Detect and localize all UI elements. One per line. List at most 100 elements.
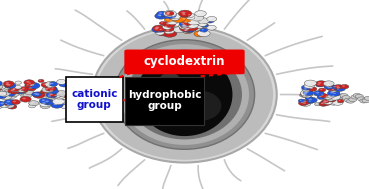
Circle shape [327,94,335,98]
Circle shape [180,16,192,22]
Circle shape [327,90,340,96]
Circle shape [316,92,319,94]
Circle shape [200,28,208,32]
Circle shape [19,88,28,93]
Circle shape [160,32,163,34]
Circle shape [364,96,369,100]
Circle shape [46,82,56,87]
Circle shape [300,93,308,97]
Circle shape [18,90,21,92]
Circle shape [7,104,17,109]
Circle shape [51,83,54,84]
Circle shape [165,27,168,29]
Circle shape [10,105,12,107]
Circle shape [318,88,326,92]
Circle shape [339,100,341,101]
Circle shape [330,88,338,92]
Circle shape [14,87,23,91]
Circle shape [207,16,217,22]
Circle shape [200,32,204,33]
Circle shape [328,84,330,85]
Ellipse shape [111,40,258,149]
Circle shape [349,98,357,102]
Circle shape [172,16,186,22]
Circle shape [181,24,188,28]
Circle shape [12,89,21,93]
Circle shape [51,102,63,108]
Circle shape [303,101,306,102]
Circle shape [51,94,53,95]
Circle shape [0,101,4,107]
Circle shape [182,20,193,26]
Circle shape [60,103,72,109]
Circle shape [4,102,10,105]
Circle shape [314,91,324,96]
Bar [66,77,123,122]
Ellipse shape [127,50,242,139]
Circle shape [331,95,335,97]
Circle shape [48,95,51,97]
Circle shape [11,87,20,91]
Circle shape [42,99,45,101]
Circle shape [6,93,15,97]
Circle shape [355,94,363,98]
Circle shape [337,89,339,90]
Circle shape [308,87,317,91]
Circle shape [346,99,355,103]
Circle shape [4,83,13,87]
Circle shape [23,93,32,98]
Circle shape [55,99,67,105]
Circle shape [3,93,6,94]
Circle shape [39,98,51,104]
Circle shape [307,81,311,83]
Circle shape [173,15,177,16]
Circle shape [301,85,311,90]
Circle shape [7,84,11,86]
Circle shape [20,89,22,90]
Circle shape [298,99,305,102]
Circle shape [45,86,56,91]
Ellipse shape [96,29,273,160]
Circle shape [182,12,185,14]
Circle shape [39,101,52,107]
Circle shape [320,100,331,106]
Circle shape [0,88,8,92]
Ellipse shape [103,35,266,154]
Circle shape [181,22,184,24]
Circle shape [0,91,7,96]
Circle shape [182,13,186,15]
Circle shape [16,86,18,87]
Circle shape [353,93,361,98]
Circle shape [35,93,39,95]
Circle shape [179,25,193,32]
Circle shape [322,99,329,103]
Circle shape [324,100,326,101]
Circle shape [321,103,324,104]
Circle shape [337,87,340,89]
Circle shape [198,18,210,24]
Circle shape [157,11,167,16]
Circle shape [27,82,35,86]
Ellipse shape [159,73,181,90]
Circle shape [337,99,344,103]
Circle shape [170,15,180,20]
Circle shape [184,22,187,23]
Circle shape [17,88,25,93]
Circle shape [332,89,334,90]
Circle shape [5,83,16,88]
Circle shape [304,80,317,86]
Circle shape [30,102,36,105]
Circle shape [326,83,334,87]
Circle shape [45,81,57,88]
Circle shape [42,91,45,92]
Circle shape [31,102,34,103]
Circle shape [56,79,66,84]
Circle shape [158,14,161,16]
Circle shape [31,103,33,104]
Circle shape [62,95,65,96]
Circle shape [186,13,194,17]
Circle shape [159,15,161,16]
Circle shape [20,87,29,91]
Circle shape [58,101,62,102]
Circle shape [47,88,59,94]
